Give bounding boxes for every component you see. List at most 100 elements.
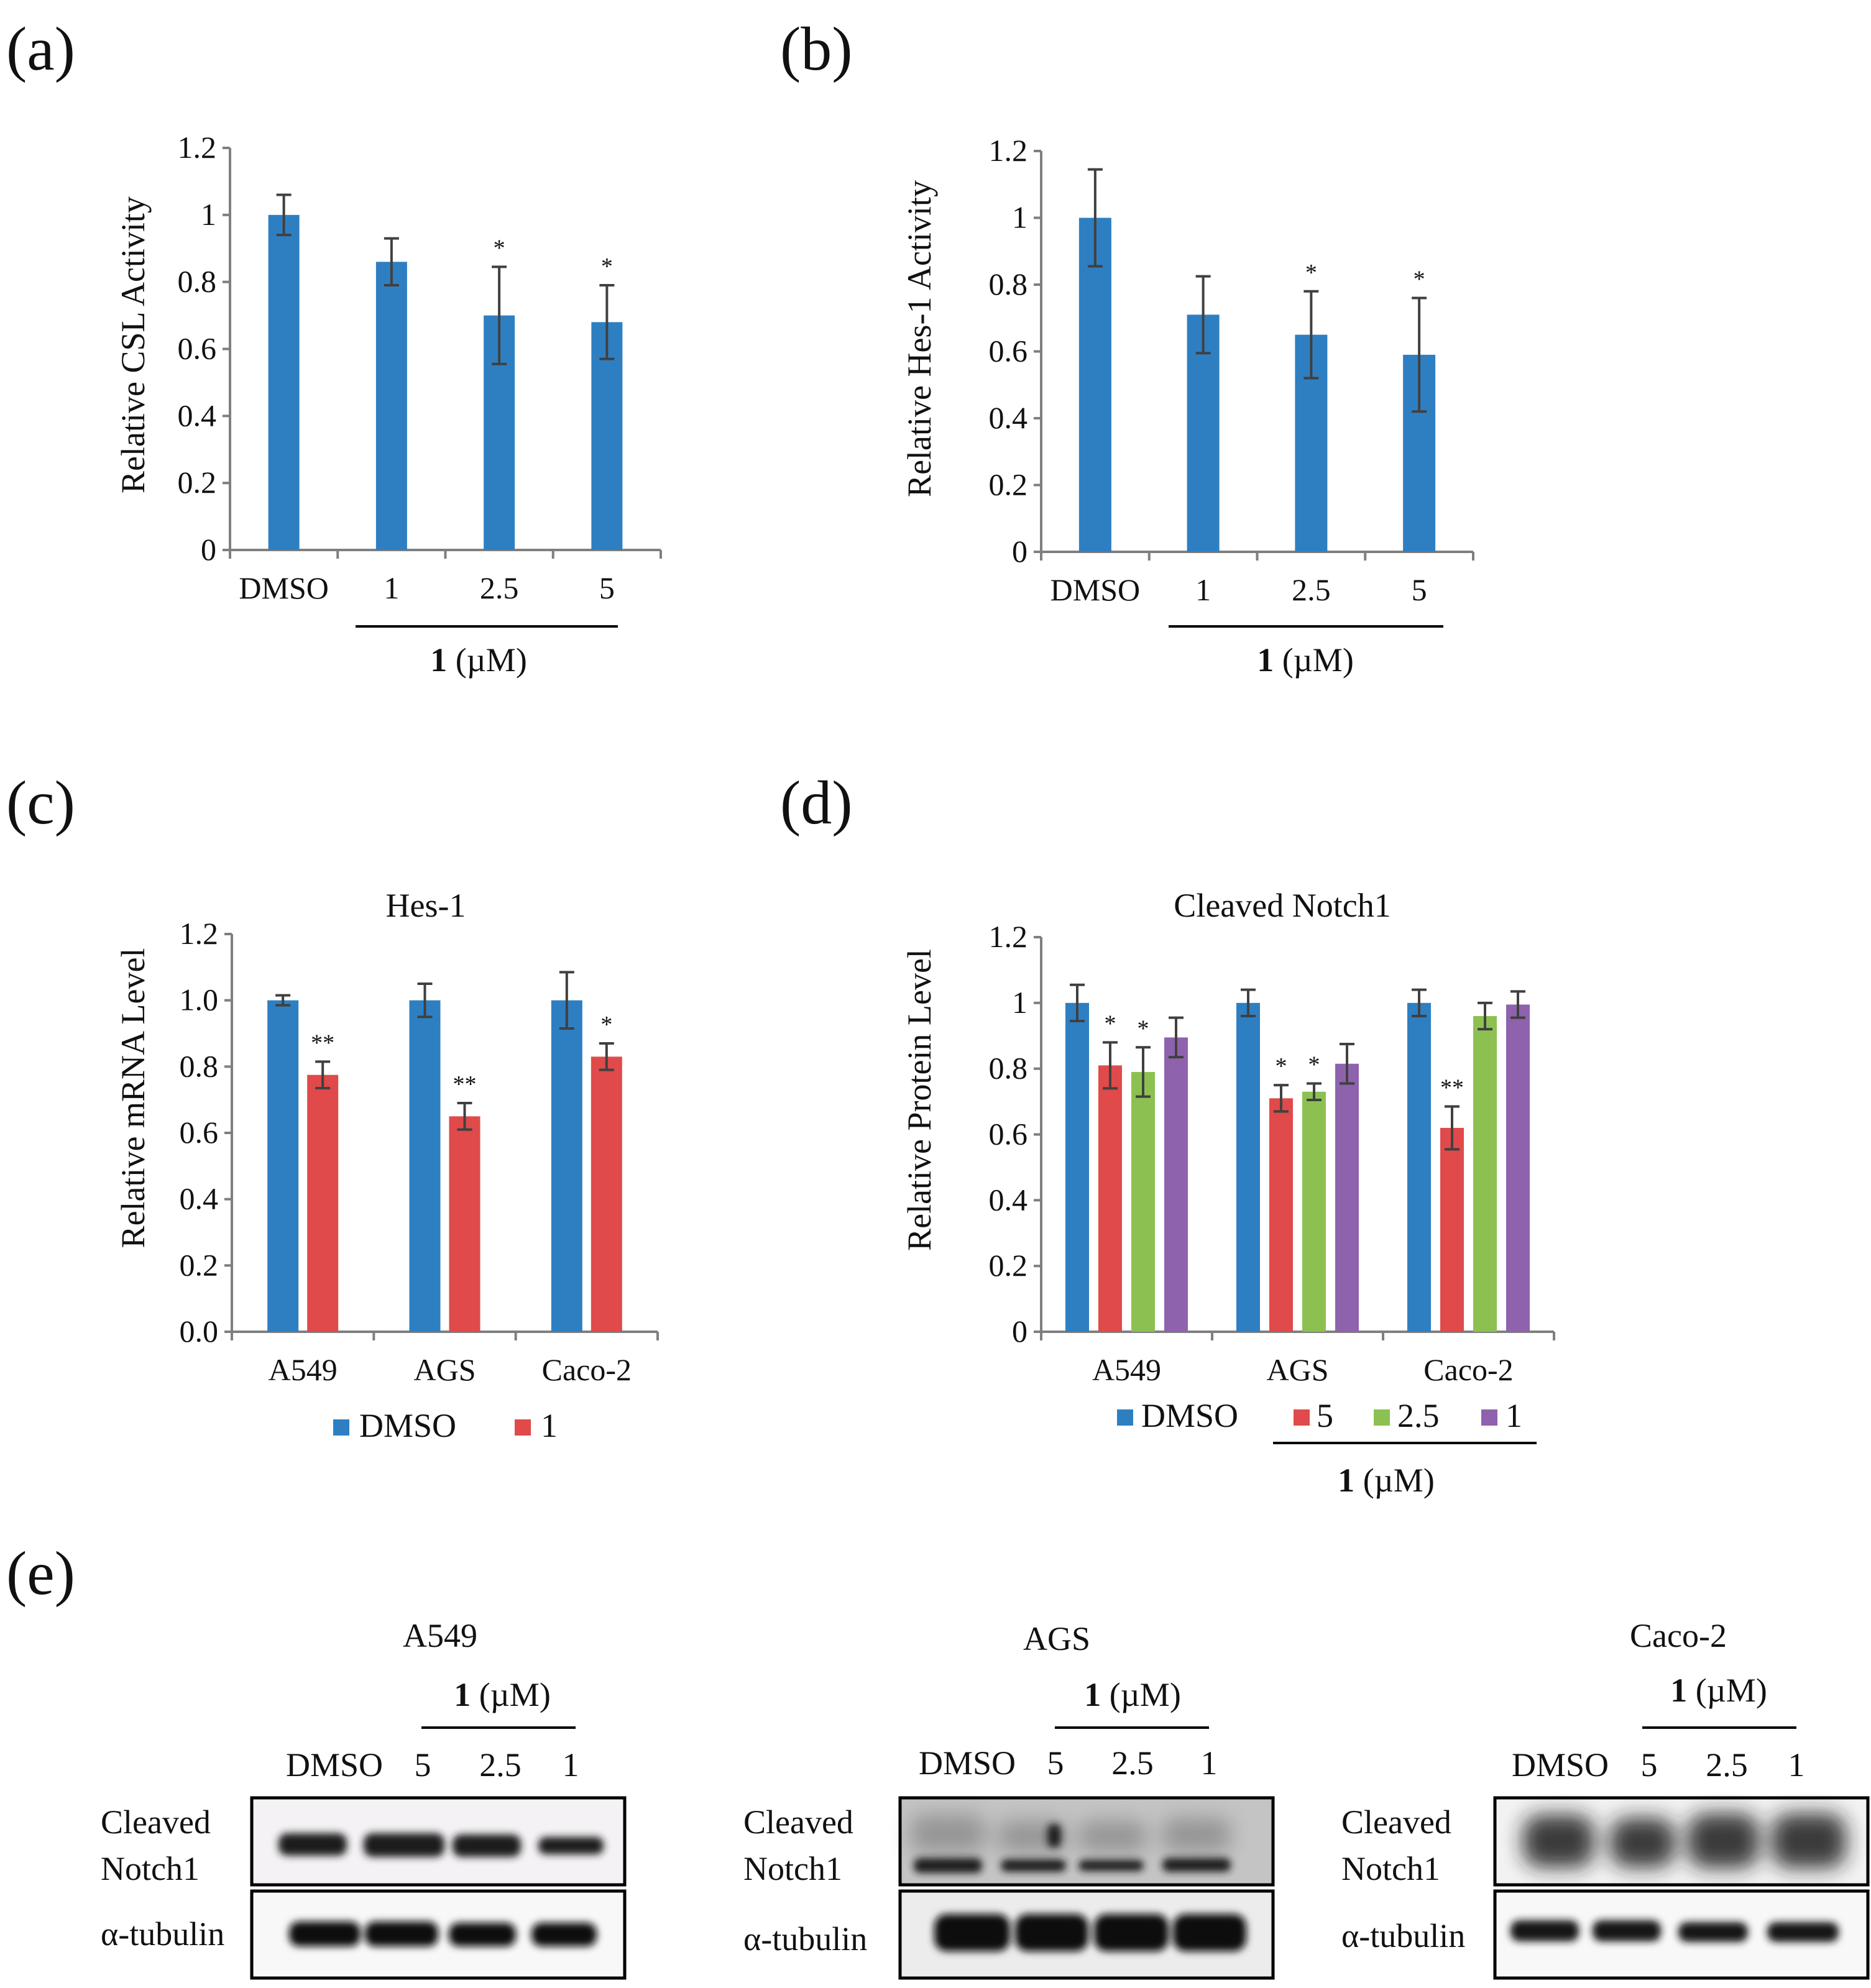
chart-b-ytick-label: 0.6 — [989, 334, 1028, 369]
blot-a549-notch-band-2-5 — [453, 1835, 521, 1857]
blot-ags-notch-smear-1 — [1162, 1818, 1231, 1852]
chart-d-group-bold: 1 — [1338, 1462, 1354, 1499]
blot-ags-title: AGS — [1023, 1620, 1090, 1657]
chart-a-ytick-label: 0.6 — [178, 331, 217, 366]
chart-c-category-label: AGS — [413, 1352, 476, 1387]
blot-a549: A549 1 (µM) DMSO 5 2.5 1 Cleaved Notch1 … — [101, 1617, 627, 1980]
blot-a549-tubulin-band-5 — [365, 1922, 438, 1946]
blot-a549-tubulin-band-dmso — [289, 1922, 361, 1946]
panel-label-a: (a) — [6, 14, 75, 83]
chart-a-category-label: 5 — [599, 570, 615, 605]
blot-a549-notch-frame — [250, 1796, 627, 1887]
chart-b-category-label: 2.5 — [1292, 572, 1331, 607]
chart-d-bar — [1302, 1091, 1326, 1332]
chart-b-ytick-label: 1 — [1012, 200, 1027, 235]
chart-c-legend: DMSO 1 — [333, 1407, 558, 1444]
chart-d-ytick-label: 0.6 — [989, 1117, 1028, 1152]
chart-d-significance-star: * — [1138, 1015, 1149, 1042]
blot-caco2-notch-smear-dmso — [1523, 1815, 1594, 1867]
chart-c-bar — [449, 1116, 480, 1332]
blot-a549-row-notch-1: Cleaved — [101, 1803, 211, 1841]
blot-a549-lane-1: 1 — [563, 1746, 579, 1784]
chart-a-ytick-label: 0.4 — [178, 398, 217, 433]
chart-d-bar — [1506, 1004, 1530, 1332]
chart-d-title: Cleaved Notch1 — [1174, 887, 1391, 924]
chart-d-ytick-label: 1.2 — [989, 919, 1028, 954]
blot-a549-lane-5: 5 — [415, 1746, 431, 1784]
chart-c-significance-star: * — [600, 1012, 612, 1038]
blot-ags-notch-frame — [898, 1796, 1275, 1887]
chart-c-category-label: A549 — [269, 1352, 338, 1387]
chart-d: Cleaved Notch1 Relative Protein Level 0 0… — [901, 887, 1555, 1499]
chart-b-bar — [1078, 218, 1111, 552]
blot-a549-group-label: 1 (µM) — [454, 1676, 551, 1713]
blot-ags-group-rest: (µM) — [1101, 1676, 1181, 1713]
chart-b-group-rest: (µM) — [1274, 641, 1354, 679]
chart-b-category-label: 1 — [1195, 572, 1211, 607]
chart-b-group-bold: 1 — [1257, 641, 1274, 679]
chart-b-ytick-label: 0 — [1012, 534, 1027, 569]
chart-d-category-label: Caco-2 — [1423, 1352, 1513, 1387]
chart-a-category-label: DMSO — [239, 570, 328, 605]
chart-a-ytick-label: 0.8 — [178, 264, 217, 299]
blot-ags-lane-1: 1 — [1201, 1744, 1218, 1782]
blot-a549-group-bold: 1 — [454, 1676, 471, 1713]
chart-c-ytick-label: 0.6 — [180, 1115, 219, 1150]
legend-c-label-dmso: DMSO — [359, 1407, 456, 1444]
chart-a-category-label: 1 — [384, 570, 399, 605]
chart-d-bar — [1335, 1063, 1359, 1332]
blot-ags-notch-band-5 — [1001, 1859, 1066, 1872]
chart-d-group-label: 1 (µM) — [1338, 1462, 1435, 1499]
blot-ags-notch-band-2-5 — [1078, 1860, 1144, 1871]
chart-c-bar — [591, 1056, 622, 1332]
chart-c-significance-star: ** — [311, 1030, 334, 1056]
legend-c-swatch-1 — [515, 1419, 531, 1436]
chart-b: Relative Hes-1 Activity 0 0.2 0.4 0.6 0.8 1 1.… — [901, 133, 1474, 679]
chart-c-bar — [551, 1000, 582, 1332]
blot-a549-row-notch-2: Notch1 — [101, 1850, 200, 1887]
chart-a-ytick-label: 0.2 — [178, 465, 217, 500]
blot-ags-lane-2-5: 2.5 — [1111, 1744, 1154, 1782]
chart-b-plot: 0 0.2 0.4 0.6 0.8 1 1.2 DMSO 1 2.5 5 * * — [989, 133, 1474, 607]
blot-a549-tubulin-frame — [250, 1889, 627, 1980]
blot-caco2: Caco-2 1 (µM) DMSO 5 2.5 1 Cleaved Notch… — [1341, 1617, 1870, 1980]
chart-d-ytick-label: 1 — [1012, 985, 1027, 1020]
chart-d-ytick-label: 0.2 — [989, 1248, 1028, 1283]
chart-c-ylabel: Relative mRNA Level — [114, 948, 152, 1248]
chart-c-ytick-label: 1.0 — [180, 983, 219, 1017]
chart-a-group-label: 1 (µM) — [430, 641, 527, 679]
chart-d-bar — [1065, 1002, 1089, 1332]
chart-a-group-rest: (µM) — [447, 641, 527, 679]
chart-c-bar — [307, 1074, 339, 1332]
blot-a549-title: A549 — [403, 1617, 477, 1654]
blot-a549-row-tubulin: α-tubulin — [101, 1915, 224, 1953]
chart-a: Relative CSL Activity 0 0.2 0.4 0.6 0.8 1 1.2 D… — [114, 130, 662, 679]
chart-d-bar — [1407, 1002, 1431, 1332]
chart-d-bar — [1131, 1071, 1155, 1332]
blot-caco2-row-tubulin: α-tubulin — [1341, 1917, 1465, 1954]
chart-d-bar — [1473, 1016, 1497, 1332]
chart-d-ytick-label: 0.8 — [989, 1051, 1028, 1086]
blot-ags-lane-dmso: DMSO — [919, 1744, 1016, 1782]
chart-d-bar — [1164, 1037, 1188, 1332]
chart-c-category-label: Caco-2 — [542, 1352, 632, 1387]
blot-ags-group-label: 1 (µM) — [1084, 1676, 1181, 1713]
chart-d-bar — [1236, 1002, 1260, 1332]
blot-ags-tubulin-band-1 — [1173, 1914, 1246, 1951]
chart-a-group-bold: 1 — [430, 641, 447, 679]
blot-ags-tubulin-band-dmso — [934, 1914, 1010, 1951]
chart-d-significance-star: * — [1308, 1051, 1320, 1078]
chart-a-bar — [375, 262, 407, 550]
chart-d-ytick-label: 0 — [1012, 1314, 1027, 1349]
legend-d-swatch-5 — [1294, 1409, 1310, 1426]
chart-d-legend: DMSO 5 2.5 1 — [1117, 1397, 1522, 1434]
chart-c-ytick-label: 0.0 — [180, 1314, 219, 1349]
blot-caco2-lane-5: 5 — [1641, 1746, 1658, 1784]
blot-caco2-tubulin-band-1 — [1767, 1922, 1839, 1942]
chart-c-ytick-label: 0.4 — [180, 1181, 219, 1216]
blot-caco2-title: Caco-2 — [1630, 1617, 1727, 1654]
blot-ags-notch-smear-dmso — [911, 1815, 985, 1852]
